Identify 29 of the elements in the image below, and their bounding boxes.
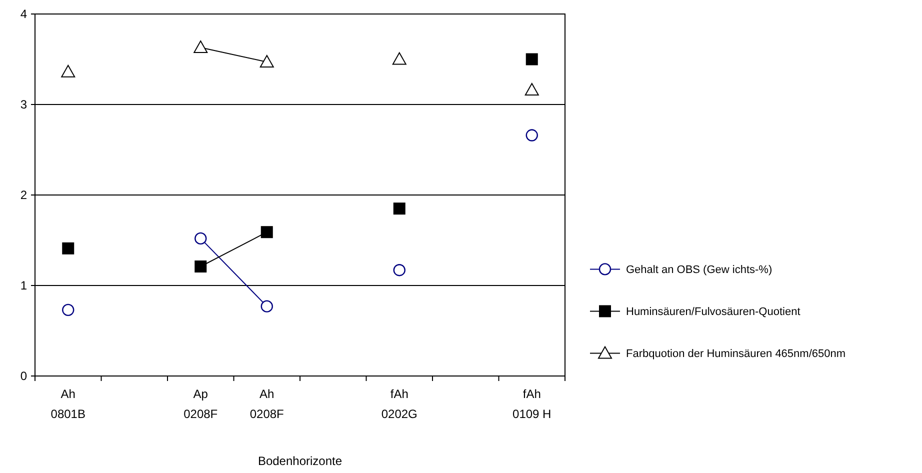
y-tick-label: 0 (20, 369, 28, 384)
x-axis-title: Bodenhorizonte (258, 454, 342, 468)
point (393, 202, 406, 215)
y-tick-label: 3 (20, 98, 28, 112)
point (194, 232, 207, 245)
point (61, 64, 76, 78)
point (260, 54, 274, 68)
legend-label: Farbquotion der Huminsäuren 465nm/650nm (626, 348, 846, 360)
point (524, 83, 539, 96)
legend-label: Huminsäuren/Fulvosäuren-Quotient (626, 306, 800, 318)
point (260, 300, 273, 312)
point (62, 242, 74, 254)
point (194, 260, 207, 272)
x-tick-label: fAh 0202G (381, 387, 418, 421)
x-tick-label: fAh 0109 H (512, 387, 552, 421)
point (260, 226, 273, 238)
x-tick-label: Ap 0208F (184, 387, 218, 421)
point (62, 304, 74, 316)
x-tick-label: Ah 0208F (250, 387, 284, 421)
point (392, 52, 406, 65)
x-tick-label: Ah 0801B (50, 387, 86, 421)
point (526, 53, 538, 66)
y-tick-label: 4 (20, 7, 28, 22)
legend-label: Gehalt an OBS (Gew ichts-%) (626, 264, 772, 276)
point (526, 129, 538, 142)
y-tick-label: 1 (20, 278, 28, 293)
point (393, 264, 406, 276)
point (194, 40, 208, 53)
y-tick-label: 2 (20, 188, 28, 202)
